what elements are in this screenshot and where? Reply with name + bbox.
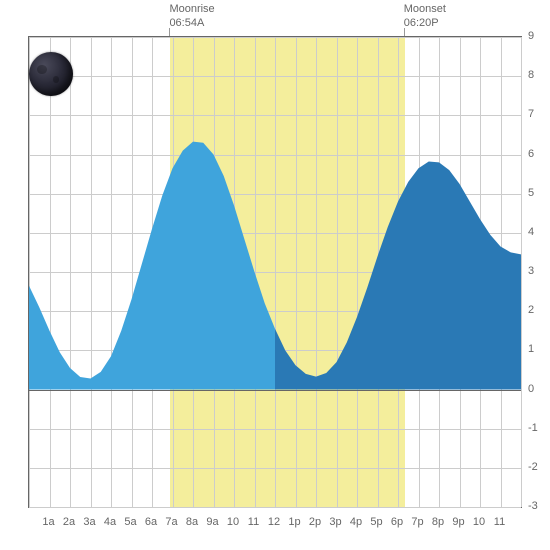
x-tick-label: 3p	[329, 516, 341, 528]
moonset-annotation: Moonset06:20P	[404, 2, 446, 31]
y-tick-label: 8	[528, 69, 534, 81]
x-tick-label: 7p	[411, 516, 423, 528]
y-tick-label: 9	[528, 30, 534, 42]
x-tick-label: 8p	[432, 516, 444, 528]
x-tick-label: 7a	[165, 516, 177, 528]
x-tick-label: 2a	[63, 516, 75, 528]
x-tick-label: 6p	[391, 516, 403, 528]
x-tick-label: 10	[227, 516, 239, 528]
y-tick-label: 5	[528, 187, 534, 199]
x-tick-label: 10	[473, 516, 485, 528]
x-tick-label: 11	[248, 516, 259, 528]
x-tick-label: 4p	[350, 516, 362, 528]
x-tick-label: 9a	[206, 516, 218, 528]
x-tick-label: 6a	[145, 516, 157, 528]
y-tick-label: 2	[528, 304, 534, 316]
x-tick-label: 1p	[288, 516, 300, 528]
x-tick-label: 12	[268, 516, 280, 528]
y-tick-label: 0	[528, 383, 534, 395]
y-tick-label: -2	[528, 461, 538, 473]
x-tick-label: 5a	[124, 516, 136, 528]
x-tick-label: 2p	[309, 516, 321, 528]
y-tick-label: 4	[528, 226, 534, 238]
x-tick-label: 3a	[83, 516, 95, 528]
x-tick-label: 11	[494, 516, 505, 528]
y-tick-label: 3	[528, 265, 534, 277]
x-tick-label: 8a	[186, 516, 198, 528]
moonset-label: Moonset	[404, 2, 446, 16]
x-tick-label: 4a	[104, 516, 116, 528]
moonrise-time: 06:54A	[169, 16, 214, 30]
moonset-time: 06:20P	[404, 16, 446, 30]
y-tick-label: -3	[528, 500, 538, 512]
moonrise-annotation: Moonrise06:54A	[169, 2, 214, 31]
y-tick-label: -1	[528, 422, 538, 434]
tide-area	[29, 37, 521, 507]
y-tick-label: 1	[528, 343, 534, 355]
plot-area	[28, 36, 522, 508]
x-tick-label: 9p	[452, 516, 464, 528]
y-tick-label: 6	[528, 148, 534, 160]
zero-line	[29, 390, 521, 391]
tide-chart: Moonrise06:54AMoonset06:20P -3-2-1012345…	[0, 0, 550, 550]
x-tick-label: 5p	[370, 516, 382, 528]
y-tick-label: 7	[528, 108, 534, 120]
new-moon-icon	[29, 52, 73, 96]
x-tick-label: 1a	[42, 516, 54, 528]
moonrise-label: Moonrise	[169, 2, 214, 16]
